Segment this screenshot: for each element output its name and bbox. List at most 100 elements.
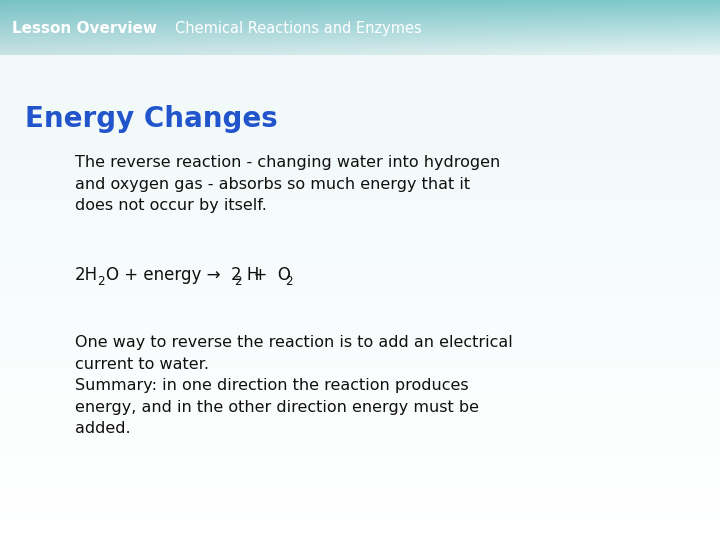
Bar <box>0 89 720 90</box>
Bar <box>0 172 720 173</box>
Bar <box>0 107 720 108</box>
Bar <box>0 106 720 107</box>
Bar <box>589 0 590 55</box>
Bar <box>0 366 720 367</box>
Bar <box>0 326 720 327</box>
Bar <box>0 232 720 233</box>
Bar <box>561 0 562 55</box>
Bar <box>0 1 720 2</box>
Bar <box>237 0 238 55</box>
Bar <box>195 0 196 55</box>
Bar <box>0 216 720 217</box>
Bar <box>0 347 720 348</box>
Bar <box>0 533 720 534</box>
Bar <box>0 193 720 194</box>
Bar <box>0 198 720 199</box>
Bar <box>0 340 720 341</box>
Bar <box>0 401 720 402</box>
Bar <box>0 59 720 60</box>
Bar <box>671 0 672 55</box>
Bar <box>0 493 720 494</box>
Bar <box>0 309 720 310</box>
Bar <box>551 0 552 55</box>
Bar <box>109 0 110 55</box>
Bar <box>0 345 720 346</box>
Bar <box>0 317 720 318</box>
Bar <box>594 0 595 55</box>
Bar <box>55 0 56 55</box>
Bar <box>0 37 720 38</box>
Bar <box>0 406 720 407</box>
Bar <box>0 253 720 254</box>
Bar <box>0 132 720 133</box>
Bar <box>0 317 720 318</box>
Bar <box>323 0 324 55</box>
Bar <box>0 79 720 80</box>
Bar <box>0 422 720 423</box>
Bar <box>0 81 720 82</box>
Bar <box>100 0 101 55</box>
Bar <box>374 0 375 55</box>
Bar <box>0 445 720 446</box>
Bar <box>0 76 720 77</box>
Bar <box>0 141 720 142</box>
Bar <box>0 54 720 55</box>
Bar <box>0 247 720 248</box>
Bar <box>132 0 133 55</box>
Bar <box>0 183 720 184</box>
Bar <box>0 528 720 529</box>
Bar <box>0 174 720 175</box>
Bar <box>0 341 720 342</box>
Bar <box>690 0 691 55</box>
Bar <box>0 118 720 119</box>
Bar <box>691 0 692 55</box>
Bar <box>321 0 322 55</box>
Bar <box>0 129 720 130</box>
Bar <box>0 265 720 266</box>
Bar <box>0 361 720 362</box>
Bar <box>0 147 720 148</box>
Bar <box>0 16 720 17</box>
Bar <box>524 0 525 55</box>
Bar <box>0 74 720 75</box>
Bar <box>0 515 720 516</box>
Bar <box>544 0 545 55</box>
Bar <box>0 239 720 240</box>
Bar <box>0 392 720 393</box>
Bar <box>22 0 23 55</box>
Bar <box>0 230 720 231</box>
Bar <box>0 455 720 456</box>
Bar <box>0 423 720 424</box>
Bar <box>0 505 720 506</box>
Bar <box>0 521 720 522</box>
Bar <box>0 466 720 467</box>
Bar <box>0 176 720 177</box>
Bar <box>0 482 720 483</box>
Bar <box>0 502 720 503</box>
Bar <box>0 129 720 130</box>
Bar <box>715 0 716 55</box>
Bar <box>0 80 720 81</box>
Bar <box>199 0 200 55</box>
Bar <box>0 105 720 106</box>
Bar <box>0 211 720 212</box>
Bar <box>0 74 720 75</box>
Bar <box>354 0 355 55</box>
Bar <box>0 221 720 222</box>
Bar <box>0 446 720 447</box>
Bar <box>680 0 681 55</box>
Bar <box>0 288 720 289</box>
Bar <box>396 0 397 55</box>
Bar <box>539 0 540 55</box>
Bar <box>0 379 720 380</box>
Bar <box>584 0 585 55</box>
Bar <box>243 0 244 55</box>
Bar <box>0 527 720 528</box>
Bar <box>0 143 720 144</box>
Bar <box>0 368 720 369</box>
Bar <box>0 337 720 338</box>
Bar <box>0 15 720 16</box>
Bar <box>0 117 720 118</box>
Bar <box>0 309 720 310</box>
Bar <box>168 0 169 55</box>
